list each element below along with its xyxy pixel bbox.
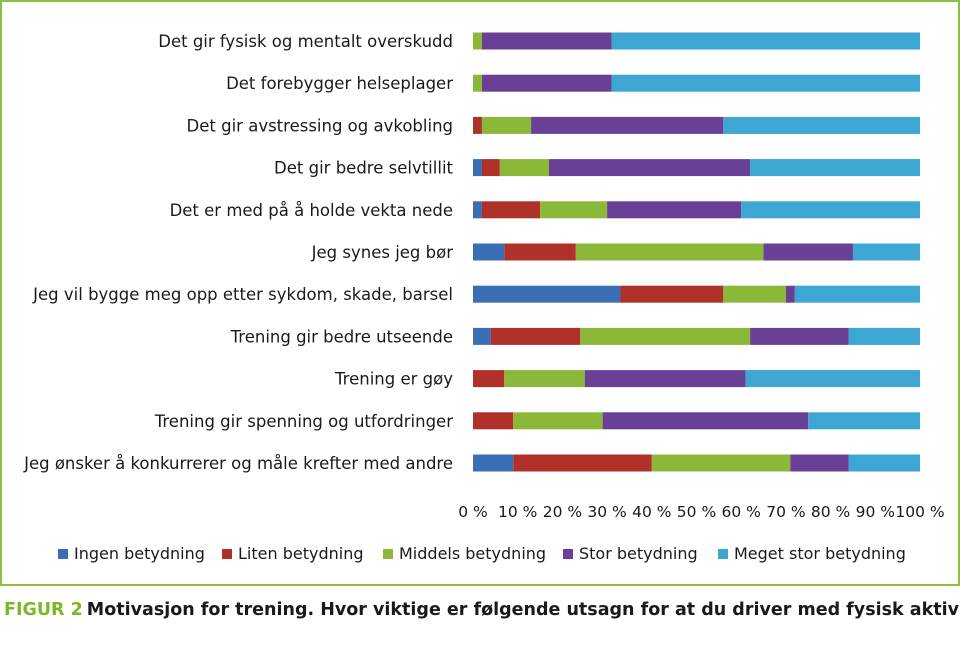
bar-segment xyxy=(473,454,514,472)
bar-segment xyxy=(481,74,612,92)
bar-segment xyxy=(808,412,920,430)
bar-segment xyxy=(473,201,482,219)
category-label: Trening gir spenning og utfordringer xyxy=(154,412,453,431)
legend-label: Stor betydning xyxy=(579,544,698,563)
bar-segment xyxy=(473,370,505,388)
legend-label: Ingen betydning xyxy=(74,544,205,563)
bar-segment xyxy=(620,285,724,303)
x-tick-label: 50 % xyxy=(677,503,716,521)
bar-segment xyxy=(473,32,482,50)
legend-swatch xyxy=(222,549,232,559)
bar-segment xyxy=(611,32,920,50)
bar-segment xyxy=(750,159,920,177)
category-label: Jeg vil bygge meg opp etter sykdom, skad… xyxy=(32,285,453,304)
x-axis-ticks: 0 % 10 % 20 % 30 % 40 % 50 % 60 % 70 % 80 % 90 % 1… xyxy=(458,503,944,521)
bars xyxy=(473,32,920,472)
bar-segment xyxy=(607,201,742,219)
bar-segment xyxy=(473,116,482,134)
bar-segment xyxy=(504,370,585,388)
bar-segment xyxy=(848,327,920,345)
legend-label: Meget stor betydning xyxy=(734,544,906,563)
bar-segment xyxy=(473,243,505,261)
bar-segment xyxy=(790,454,849,472)
category-label: Det gir fysisk og mentalt overskudd xyxy=(158,32,453,51)
bar-segment xyxy=(473,327,491,345)
x-tick-label: 30 % xyxy=(587,503,626,521)
bar-segment xyxy=(473,74,482,92)
bar-segment xyxy=(794,285,920,303)
bar-segment xyxy=(473,412,514,430)
legend-swatch xyxy=(563,549,573,559)
category-label: Trening er gøy xyxy=(334,370,453,389)
bar-segment xyxy=(763,243,853,261)
bar-segment xyxy=(741,201,920,219)
legend-item: Stor betydning xyxy=(563,544,698,563)
category-label: Det gir avstressing og avkobling xyxy=(187,116,453,135)
x-tick-label: 60 % xyxy=(722,503,761,521)
legend-swatch xyxy=(718,549,728,559)
legend-swatch xyxy=(58,549,68,559)
bar-segment xyxy=(473,285,621,303)
category-label: Jeg synes jeg bør xyxy=(311,243,454,262)
bar-segment xyxy=(723,116,920,134)
bar-segment xyxy=(575,243,764,261)
bar-segment xyxy=(750,327,849,345)
category-label: Jeg ønsker å konkurrerer og måle krefter… xyxy=(23,454,453,473)
figure-caption-text: Motivasjon for trening. Hvor viktige er … xyxy=(86,600,960,620)
x-tick-label: 40 % xyxy=(632,503,671,521)
bar-segment xyxy=(852,243,920,261)
x-tick-label: 80 % xyxy=(811,503,850,521)
bar-segment xyxy=(723,285,786,303)
x-tick-label: 10 % xyxy=(498,503,537,521)
bar-segment xyxy=(481,32,612,50)
bar-segment xyxy=(473,159,482,177)
x-tick-label: 0 % xyxy=(458,503,488,521)
legend: Ingen betydning Liten betydning Middels be… xyxy=(58,544,906,563)
x-tick-label: 90 % xyxy=(856,503,895,521)
category-labels: Det gir fysisk og mentalt overskudd Det f… xyxy=(23,32,453,473)
legend-swatch xyxy=(383,549,393,559)
legend-label: Middels betydning xyxy=(399,544,546,563)
bar-segment xyxy=(651,454,791,472)
legend-item: Meget stor betydning xyxy=(718,544,906,563)
category-label: Det er med på å holde vekta nede xyxy=(170,201,453,220)
figure-label: FIGUR 2 xyxy=(4,600,83,620)
legend-item: Ingen betydning xyxy=(58,544,205,563)
legend-item: Middels betydning xyxy=(383,544,546,563)
bar-segment xyxy=(531,116,724,134)
bar-segment xyxy=(848,454,920,472)
category-label: Det forebygger helseplager xyxy=(226,74,453,93)
stacked-bar-chart: Det gir fysisk og mentalt overskudd Det f… xyxy=(23,32,945,563)
bar-segment xyxy=(513,412,603,430)
bar-segment xyxy=(481,116,532,134)
bar-segment xyxy=(580,327,751,345)
x-tick-label: 100 % xyxy=(895,503,944,521)
bar-segment xyxy=(481,159,500,177)
category-label: Trening gir bedre utseende xyxy=(230,327,453,346)
bar-segment xyxy=(490,327,581,345)
figure-caption: FIGUR 2 Motivasjon for trening. Hvor vikt… xyxy=(4,600,960,620)
bar-segment xyxy=(540,201,608,219)
bar-segment xyxy=(602,412,809,430)
bar-segment xyxy=(584,370,746,388)
bar-segment xyxy=(504,243,576,261)
category-label: Det gir bedre selvtillit xyxy=(274,159,453,178)
bar-segment xyxy=(785,285,795,303)
bar-segment xyxy=(548,159,751,177)
bar-segment xyxy=(513,454,652,472)
x-tick-label: 70 % xyxy=(766,503,805,521)
x-tick-label: 20 % xyxy=(543,503,582,521)
bar-segment xyxy=(499,159,549,177)
bar-segment xyxy=(611,74,920,92)
bar-segment xyxy=(481,201,541,219)
legend-item: Liten betydning xyxy=(222,544,363,563)
legend-label: Liten betydning xyxy=(238,544,363,563)
bar-segment xyxy=(745,370,920,388)
